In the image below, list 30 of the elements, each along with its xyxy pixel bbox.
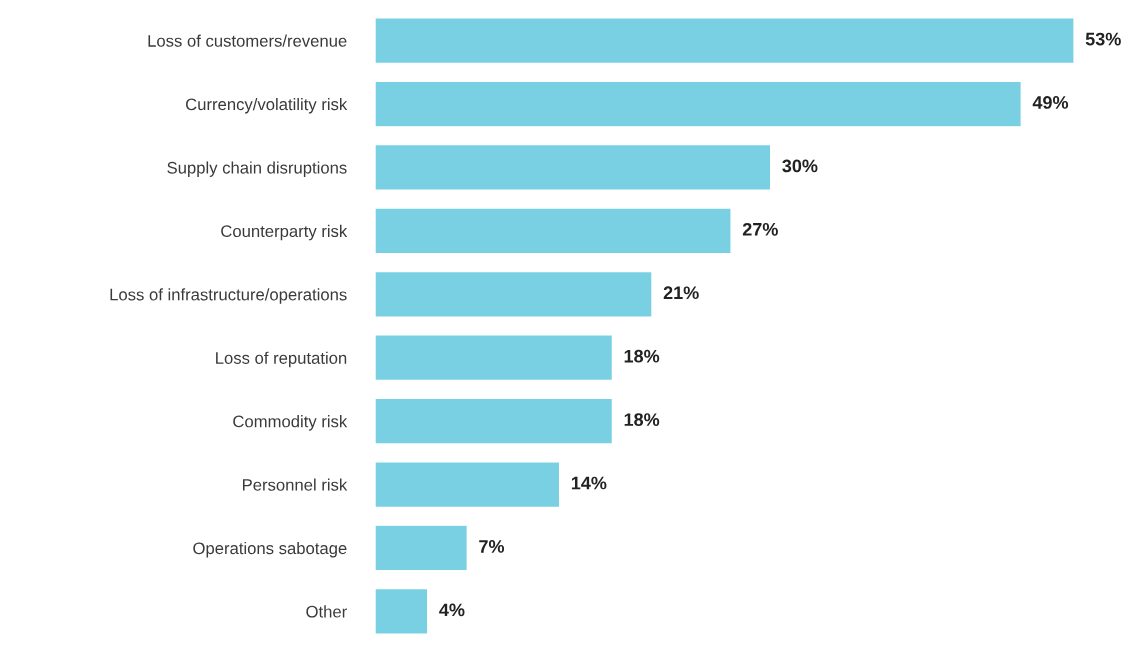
data-label: 27%	[742, 222, 778, 236]
data-label: 53%	[1085, 32, 1121, 46]
y-tick-label: Loss of reputation	[216, 351, 347, 368]
bar	[375, 17, 1075, 65]
y-tick-label: Supply chain disruptions	[167, 161, 347, 177]
bar	[375, 461, 561, 509]
y-tick-label: Personnel risk	[243, 478, 348, 491]
data-label: 30%	[782, 159, 818, 173]
y-tick-label: Commodity risk	[233, 415, 348, 431]
bar	[375, 524, 469, 572]
data-label: 49%	[1032, 96, 1069, 109]
data-label: 18%	[624, 413, 660, 426]
bar	[375, 397, 614, 445]
data-label: 14%	[571, 476, 607, 490]
bar	[375, 143, 772, 191]
y-tick-label: Other	[306, 605, 347, 618]
y-tick-label: Loss of customers/revenue	[148, 34, 347, 47]
bar	[375, 587, 429, 635]
data-label: 4%	[439, 603, 465, 617]
data-label: 7%	[479, 540, 505, 553]
bar	[375, 80, 1023, 128]
data-label: 18%	[624, 349, 660, 363]
data-label: 21%	[663, 286, 699, 300]
bar	[375, 270, 653, 318]
y-tick-label: Currency/volatility risk	[186, 97, 348, 114]
bar	[375, 207, 732, 255]
y-tick-label: Counterparty risk	[221, 224, 348, 241]
y-tick-label: Loss of infrastructure/operations	[110, 288, 347, 304]
y-tick-label: Operations sabotage	[193, 541, 347, 558]
bar	[375, 334, 614, 382]
